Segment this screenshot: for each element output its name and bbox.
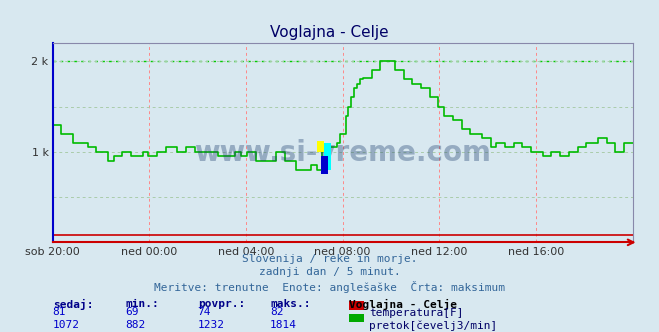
Text: temperatura[F]: temperatura[F] xyxy=(369,308,463,318)
Text: Slovenija / reke in morje.: Slovenija / reke in morje. xyxy=(242,254,417,264)
Text: 82: 82 xyxy=(270,307,283,317)
Text: maks.:: maks.: xyxy=(270,299,310,309)
Text: 74: 74 xyxy=(198,307,211,317)
Text: 1232: 1232 xyxy=(198,320,225,330)
Text: 81: 81 xyxy=(53,307,66,317)
Text: pretok[čevelj3/min]: pretok[čevelj3/min] xyxy=(369,321,498,331)
Text: povpr.:: povpr.: xyxy=(198,299,245,309)
Bar xyxy=(316,141,324,152)
Text: min.:: min.: xyxy=(125,299,159,309)
Bar xyxy=(321,156,328,174)
Text: 1814: 1814 xyxy=(270,320,297,330)
Text: Voglajna - Celje: Voglajna - Celje xyxy=(349,299,457,310)
Text: www.si-vreme.com: www.si-vreme.com xyxy=(194,139,491,167)
Text: Meritve: trenutne  Enote: anglešaške  Črta: maksimum: Meritve: trenutne Enote: anglešaške Črta… xyxy=(154,281,505,292)
Text: 882: 882 xyxy=(125,320,146,330)
Text: zadnji dan / 5 minut.: zadnji dan / 5 minut. xyxy=(258,267,401,277)
Text: 1072: 1072 xyxy=(53,320,80,330)
Text: 69: 69 xyxy=(125,307,138,317)
Bar xyxy=(324,143,331,170)
Text: sedaj:: sedaj: xyxy=(53,299,93,310)
Text: Voglajna - Celje: Voglajna - Celje xyxy=(270,25,389,40)
